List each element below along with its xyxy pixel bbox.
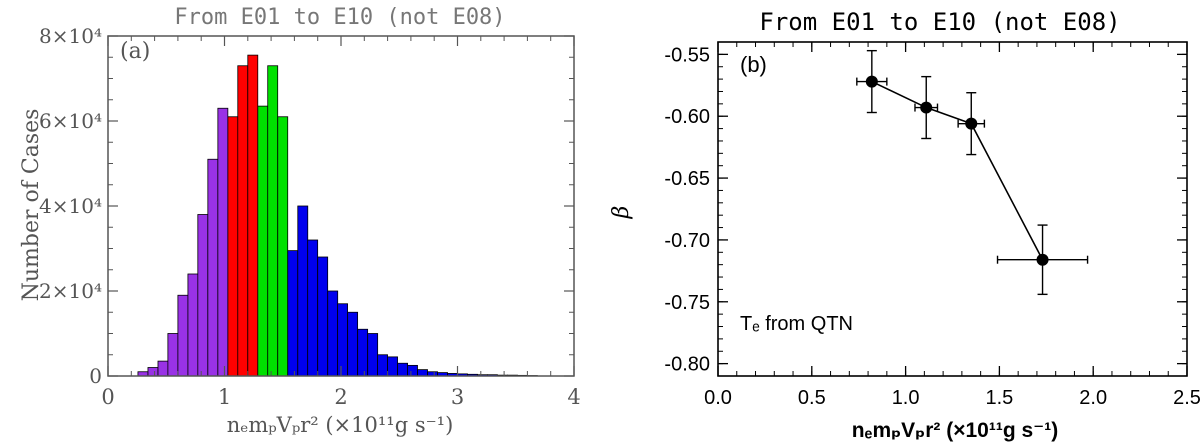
histogram-x-tick-label: 1 bbox=[218, 385, 231, 409]
beta-y-tick-label: -0.80 bbox=[664, 354, 710, 376]
beta-y-tick-label: -0.75 bbox=[664, 292, 710, 314]
histogram-y-axis-label: Number of Cases bbox=[19, 109, 44, 302]
histogram-panel-label: (a) bbox=[120, 39, 150, 64]
histogram-bar bbox=[187, 273, 199, 377]
histogram-y-tick-label: 0 bbox=[89, 364, 102, 388]
histogram-axes: 0 1 2 3 4 0 2×10⁴ 4×10⁴ 6×10⁴ 8×10⁴ bbox=[39, 24, 581, 409]
histogram-bar bbox=[267, 65, 279, 377]
histogram-bar bbox=[227, 116, 239, 377]
histogram-bar bbox=[167, 333, 179, 377]
beta-y-tick-label: -0.70 bbox=[664, 230, 710, 252]
beta-y-axis-label: β bbox=[609, 206, 634, 220]
histogram-y-tick-label: 6×10⁴ bbox=[39, 109, 102, 133]
beta-x-tick-label: 0.5 bbox=[798, 387, 826, 409]
histogram-bar bbox=[377, 354, 388, 377]
histogram-bar bbox=[367, 333, 379, 377]
histogram-bar bbox=[297, 205, 309, 377]
beta-annotation: Tₑ from QTN bbox=[740, 313, 853, 335]
histogram-bar bbox=[147, 367, 159, 377]
histogram-bars bbox=[137, 54, 538, 377]
histogram-bar bbox=[397, 362, 409, 377]
beta-x-tick-label: 2.5 bbox=[1173, 387, 1200, 409]
histogram-bar bbox=[387, 356, 398, 377]
histogram-bar bbox=[317, 256, 329, 377]
beta-x-axis-label: nₑmₚVₚr² (×10¹¹g s⁻¹) bbox=[852, 419, 1059, 442]
histogram-bar bbox=[217, 107, 229, 377]
beta-x-tick-label: 1.0 bbox=[892, 387, 920, 409]
histogram-x-tick-label: 2 bbox=[334, 385, 347, 409]
beta-y-tick-label: -0.55 bbox=[664, 44, 710, 66]
histogram-bar bbox=[327, 290, 339, 377]
histogram-bar bbox=[357, 328, 369, 377]
beta-data-point bbox=[1036, 253, 1049, 266]
histogram-bar bbox=[347, 311, 359, 377]
histogram-bar bbox=[277, 116, 289, 377]
beta-x-tick-label: 2.0 bbox=[1079, 387, 1107, 409]
histogram-bar bbox=[337, 303, 349, 377]
beta-panel: From E01 to E10 (not E08) 0.0 0.5 1.0 1.5 2.… bbox=[609, 8, 1200, 442]
histogram-x-tick-label: 3 bbox=[451, 385, 464, 409]
beta-y-tick-label: -0.60 bbox=[664, 106, 710, 128]
histogram-bar bbox=[157, 360, 169, 377]
histogram-bar bbox=[207, 158, 219, 377]
beta-data-point bbox=[965, 117, 978, 130]
beta-axes: 0.0 0.5 1.0 1.5 2.0 2.5 -0.80 -0.75 -0.70 -0.65 -0… bbox=[664, 41, 1200, 409]
beta-connecting-line bbox=[871, 80, 1044, 261]
histogram-bar bbox=[177, 294, 189, 377]
histogram-x-tick-label: 4 bbox=[567, 385, 580, 409]
histogram-bar bbox=[407, 364, 418, 377]
beta-panel-label: (b) bbox=[740, 52, 767, 77]
beta-title: From E01 to E10 (not E08) bbox=[759, 8, 1120, 36]
beta-plot-frame bbox=[717, 41, 1188, 377]
histogram-y-tick-label: 8×10⁴ bbox=[39, 24, 102, 48]
histogram-bar bbox=[237, 65, 249, 377]
beta-data-point bbox=[920, 101, 933, 114]
histogram-bar bbox=[417, 369, 428, 377]
histogram-y-tick-label: 4×10⁴ bbox=[39, 194, 102, 218]
histogram-panel: From E01 to E10 (not E08) 0 1 2 3 4 0 2×10⁴ 4×1… bbox=[19, 5, 581, 437]
histogram-x-axis-label: nₑmₚVₚr² (×10¹¹g s⁻¹) bbox=[227, 413, 454, 437]
histogram-bar bbox=[197, 214, 209, 377]
histogram-bar bbox=[247, 54, 259, 377]
histogram-y-tick-label: 2×10⁴ bbox=[39, 279, 102, 303]
histogram-bar bbox=[257, 105, 269, 377]
histogram-bar bbox=[287, 250, 299, 377]
beta-x-tick-label: 1.5 bbox=[985, 387, 1013, 409]
histogram-title: From E01 to E10 (not E08) bbox=[174, 5, 505, 30]
beta-x-tick-label: 0.0 bbox=[704, 387, 732, 409]
histogram-x-tick-label: 0 bbox=[101, 385, 114, 409]
beta-y-tick-label: -0.65 bbox=[664, 168, 710, 190]
histogram-bar bbox=[307, 239, 319, 377]
beta-series bbox=[856, 49, 1089, 296]
beta-data-point bbox=[865, 75, 878, 88]
